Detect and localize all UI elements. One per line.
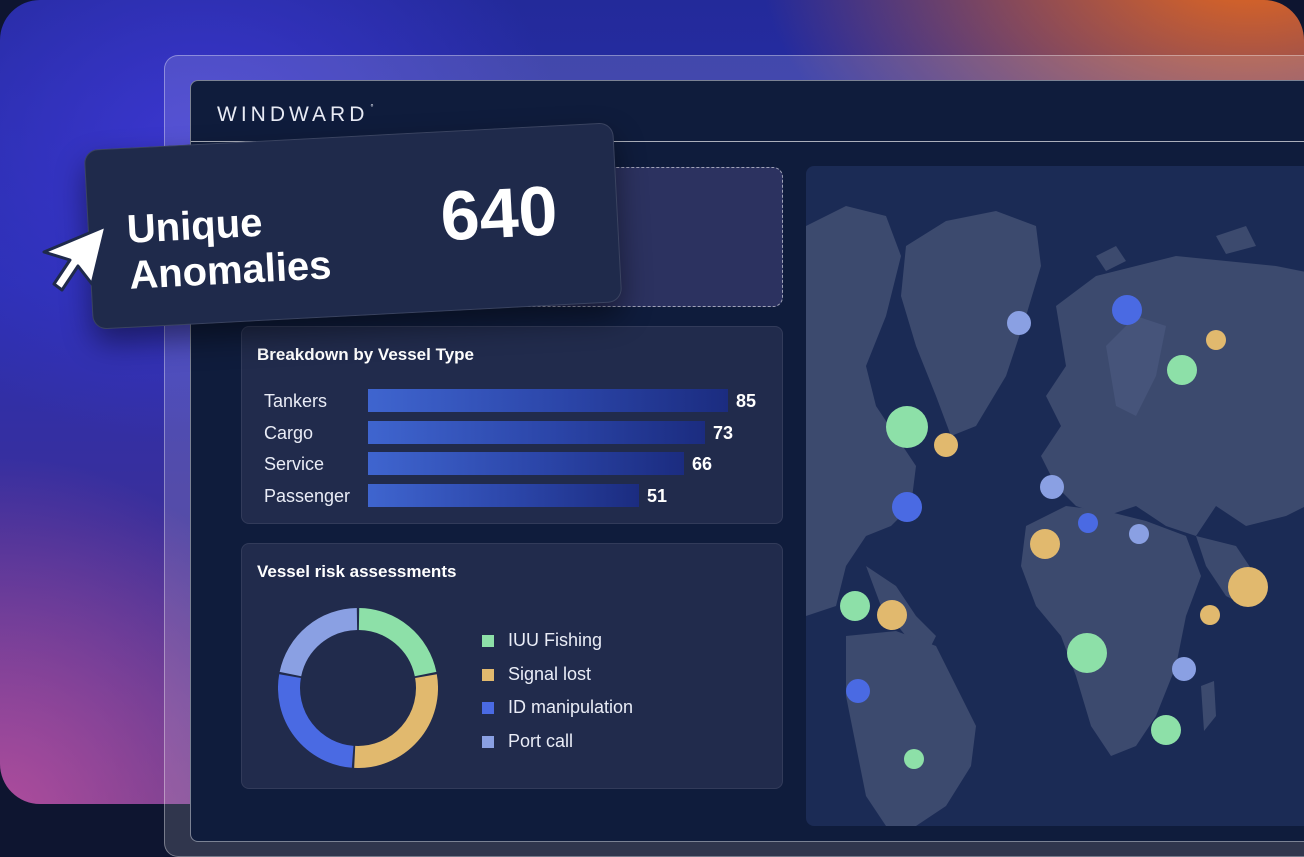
bar-service[interactable]: [368, 452, 684, 475]
bar-label: Tankers: [264, 391, 328, 411]
risk-donut-chart[interactable]: [278, 608, 438, 768]
map-marker-iuu-fishing[interactable]: [1067, 633, 1107, 673]
bar-label: Passenger: [264, 486, 351, 506]
unique-anomalies-callout[interactable]: Unique Anomalies 640: [83, 122, 623, 330]
bar-row-service[interactable]: Service 66: [242, 452, 782, 476]
legend-label: Signal lost: [508, 664, 592, 684]
map-marker-port-call[interactable]: [1172, 657, 1196, 681]
mouse-pointer-icon: [42, 224, 108, 292]
bar-value: 85: [736, 391, 757, 411]
legend-swatch: [482, 635, 494, 647]
map-marker-signal-lost[interactable]: [1206, 330, 1226, 350]
map-marker-iuu-fishing[interactable]: [1151, 715, 1181, 745]
map-marker-port-call[interactable]: [1040, 475, 1064, 499]
map-marker-signal-lost[interactable]: [1030, 529, 1060, 559]
legend-label: ID manipulation: [508, 697, 634, 717]
breakdown-panel: Breakdown by Vessel Type Tankers 85 Carg…: [241, 326, 783, 524]
bar-tankers[interactable]: [368, 389, 728, 412]
brand-mark: °: [370, 103, 374, 112]
callout-label: Unique Anomalies: [125, 200, 333, 298]
windward-logo[interactable]: WINDWARD °: [217, 103, 374, 127]
map-marker-iuu-fishing[interactable]: [840, 591, 870, 621]
map-marker-signal-lost[interactable]: [1228, 567, 1268, 607]
map-marker-id-manipulation[interactable]: [1078, 513, 1098, 533]
map-marker-id-manipulation[interactable]: [846, 679, 870, 703]
bar-value: 51: [647, 486, 668, 506]
bar-row-cargo[interactable]: Cargo 73: [242, 421, 782, 445]
map-marker-port-call[interactable]: [1007, 311, 1031, 335]
map-marker-signal-lost[interactable]: [934, 433, 958, 457]
landmasses: [806, 206, 1304, 826]
callout-value: 640: [438, 171, 560, 256]
legend-swatch: [482, 702, 494, 714]
map-marker-iuu-fishing[interactable]: [904, 749, 924, 769]
map-marker-signal-lost[interactable]: [1200, 605, 1220, 625]
map-marker-port-call[interactable]: [1129, 524, 1149, 544]
donut-segment-port-call[interactable]: [279, 608, 358, 677]
risk-title: Vessel risk assessments: [257, 562, 457, 581]
donut-segment-signal-lost[interactable]: [354, 674, 438, 768]
bar-value: 73: [713, 423, 734, 443]
map-markers: [840, 295, 1268, 769]
bar-passenger[interactable]: [368, 484, 639, 507]
legend-label: IUU Fishing: [508, 630, 603, 650]
map-marker-signal-lost[interactable]: [877, 600, 907, 630]
risk-panel: Vessel risk assessments IUU Fishing Sign…: [241, 543, 783, 789]
bar-row-passenger[interactable]: Passenger 51: [242, 484, 782, 508]
map-marker-iuu-fishing[interactable]: [886, 406, 928, 448]
bar-cargo[interactable]: [368, 421, 705, 444]
map-marker-id-manipulation[interactable]: [892, 492, 922, 522]
top-bar: WINDWARD °: [191, 81, 1304, 142]
bar-value: 66: [692, 454, 713, 474]
world-map-panel[interactable]: [806, 166, 1304, 826]
bar-row-tankers[interactable]: Tankers 85: [242, 389, 782, 413]
donut-segment-iuu-fishing[interactable]: [358, 608, 437, 677]
brand-name: WINDWARD: [217, 103, 369, 126]
donut-segment-id-manipulation[interactable]: [278, 674, 354, 768]
legend-swatch: [482, 669, 494, 681]
bar-label: Cargo: [264, 423, 314, 443]
legend-swatch: [482, 736, 494, 748]
map-marker-iuu-fishing[interactable]: [1167, 355, 1197, 385]
breakdown-title: Breakdown by Vessel Type: [257, 345, 474, 364]
bar-label: Service: [264, 454, 325, 474]
world-map: [806, 206, 1304, 826]
legend-label: Port call: [508, 731, 574, 751]
map-marker-id-manipulation[interactable]: [1112, 295, 1142, 325]
